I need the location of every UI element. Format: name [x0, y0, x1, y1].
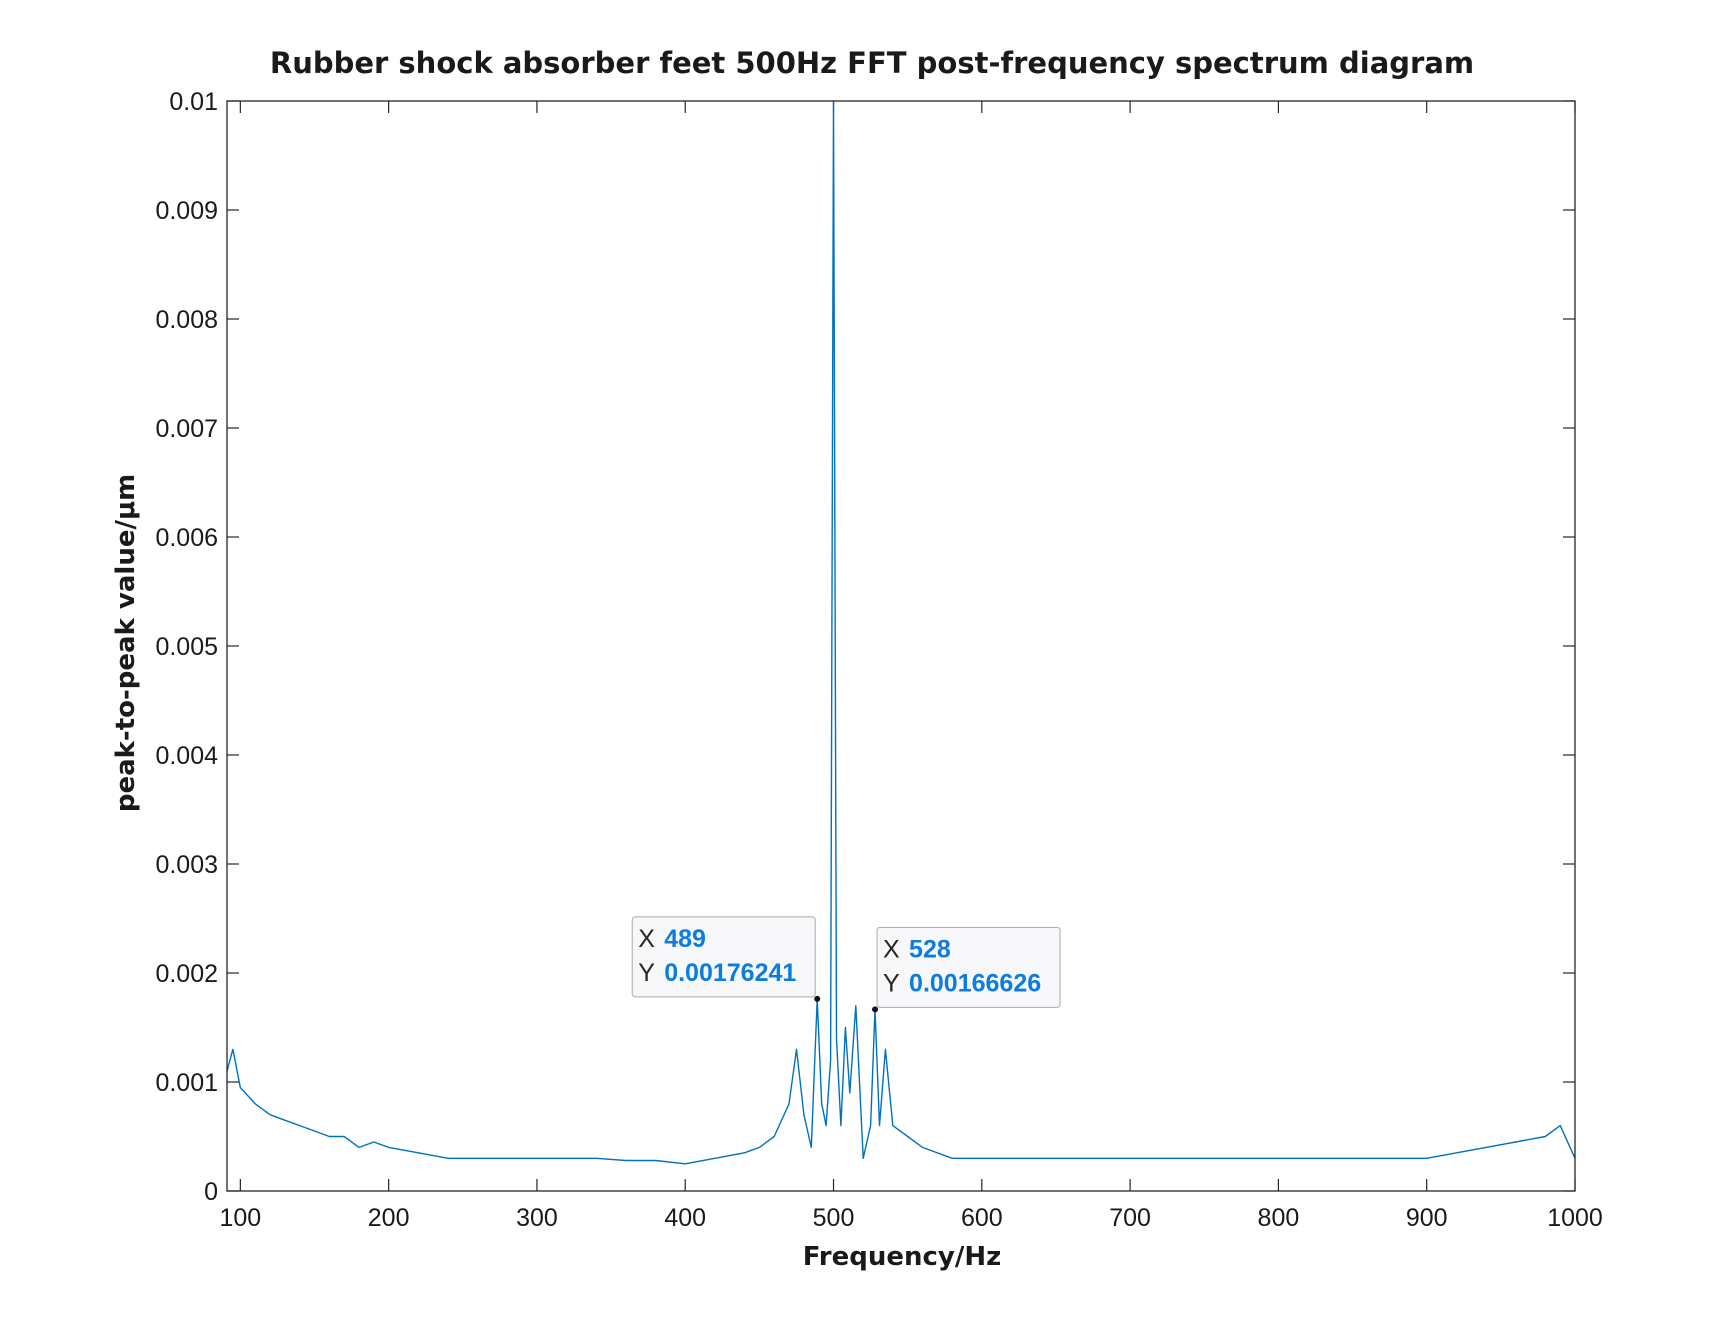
y-axis-label: peak-to-peak value/μm	[111, 474, 141, 812]
y-tick-label: 0.006	[155, 524, 218, 552]
x-tick-label: 300	[516, 1204, 558, 1232]
datatip-box	[876, 926, 1061, 1008]
datatip-y-key: Y	[638, 959, 655, 987]
datatip[interactable]: X 528 Y 0.00166626	[872, 926, 1061, 1013]
datatips-layer: X 489 Y 0.00176241 X 528 Y 0.00166626	[631, 916, 1061, 1013]
datatip-marker	[872, 1006, 879, 1013]
x-tick-label: 1000	[1547, 1204, 1603, 1232]
y-tick-label: 0.01	[169, 88, 218, 116]
y-tick-label: 0.005	[155, 633, 218, 661]
datatip-x-value: 528	[909, 935, 951, 963]
x-tick-label: 200	[368, 1204, 410, 1232]
datatip-y-key: Y	[883, 969, 900, 997]
axis-ticks: 100 200 300 400 500 600 700 800 900 1000 0 0.001 0.0…	[155, 88, 1602, 1232]
datatip-y-value: 0.00176241	[664, 959, 796, 987]
x-tick-label: 500	[813, 1204, 855, 1232]
y-tick-label: 0.008	[155, 306, 218, 334]
datatip-marker	[814, 995, 821, 1002]
datatip-box	[631, 916, 816, 998]
x-tick-label: 400	[664, 1204, 706, 1232]
y-tick-label: 0.002	[155, 960, 218, 988]
datatip[interactable]: X 489 Y 0.00176241	[631, 916, 821, 1002]
y-tick-label: 0.007	[155, 415, 218, 443]
y-tick-label: 0	[204, 1178, 218, 1206]
datatip-y-value: 0.00166626	[909, 969, 1041, 997]
x-axis-label: Frequency/Hz	[803, 1242, 1002, 1272]
y-tick-label: 0.004	[155, 742, 218, 770]
datatip-x-key: X	[638, 925, 655, 953]
chart-title: Rubber shock absorber feet 500Hz FFT pos…	[270, 46, 1474, 80]
plot-frame	[226, 100, 1576, 1192]
y-tick-label: 0.009	[155, 197, 218, 225]
datatip-x-value: 489	[664, 925, 706, 953]
plot-area	[227, 101, 1575, 1191]
x-tick-label: 700	[1109, 1204, 1151, 1232]
x-tick-label: 100	[219, 1204, 261, 1232]
x-tick-label: 900	[1406, 1204, 1448, 1232]
y-tick-label: 0.003	[155, 851, 218, 879]
datatip-x-key: X	[883, 935, 900, 963]
x-tick-label: 800	[1258, 1204, 1300, 1232]
x-tick-label: 600	[961, 1204, 1003, 1232]
y-tick-label: 0.001	[155, 1069, 218, 1097]
